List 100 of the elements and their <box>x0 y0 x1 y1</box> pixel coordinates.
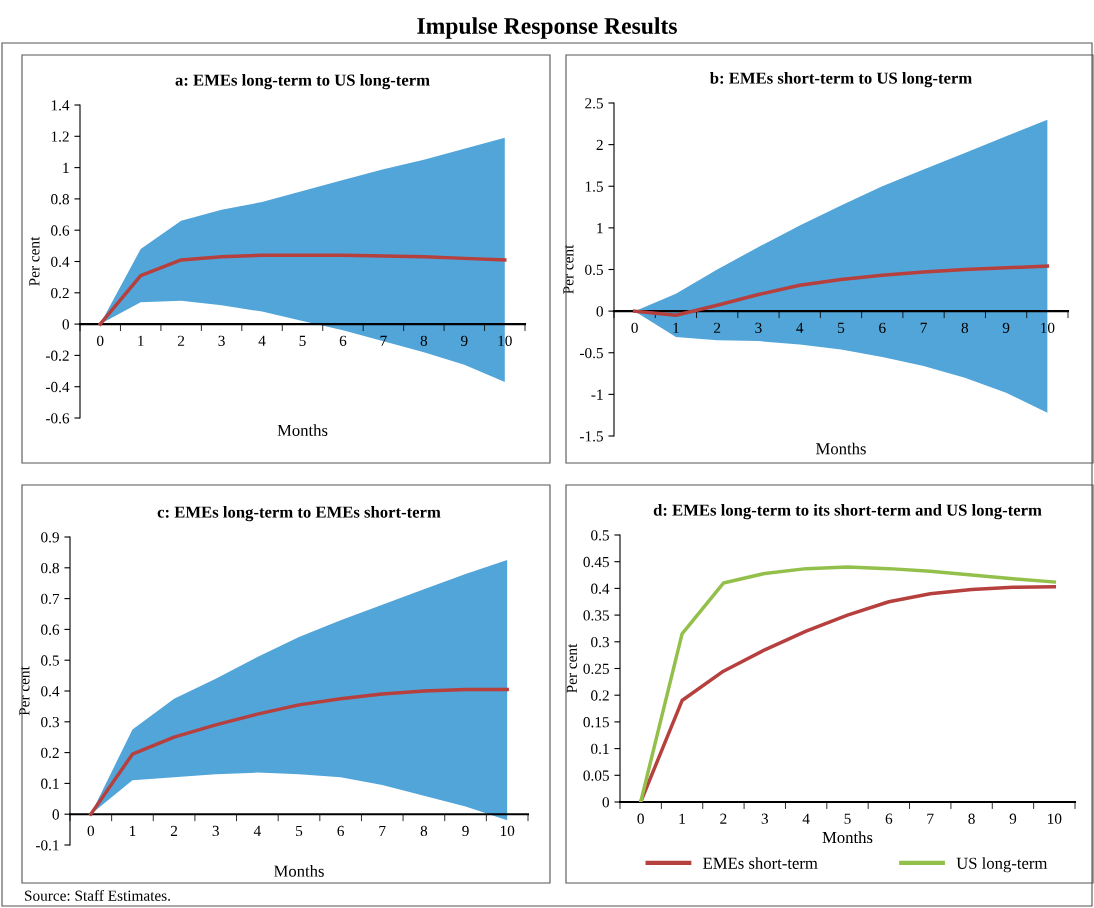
text: Impulse Response Results <box>417 17 677 39</box>
x-tick-label: 1 <box>673 322 679 333</box>
y-axis-title: Per cent <box>566 643 577 693</box>
x-tick-label: 6 <box>337 825 344 837</box>
y-tick-label: 0.3 <box>41 716 59 728</box>
y-tick-label: -0.1 <box>35 840 59 851</box>
x-tick-label: 4 <box>258 335 266 346</box>
x-tick-label: 10 <box>1048 813 1062 824</box>
x-tick-label: 6 <box>885 813 893 824</box>
chart-title: c: EMEs long-term to EMEs short-term <box>157 505 441 522</box>
x-tick-label: 0 <box>637 813 644 824</box>
x-tick-label: 6 <box>339 335 347 346</box>
x-axis-title: Months <box>274 865 324 877</box>
x-tick-label: 8 <box>420 825 428 837</box>
source-note: Source: Staff Estimates. <box>25 889 170 901</box>
y-tick-label: -1 <box>591 389 603 400</box>
x-tick-label: 0 <box>631 322 638 333</box>
line-series <box>98 253 507 326</box>
y-tick-label: 1 <box>63 162 69 173</box>
y-tick-label: 2 <box>596 139 603 150</box>
legend-label: EMEs short-term <box>703 857 818 869</box>
x-axis-title: Months <box>277 424 328 436</box>
x-tick-label: 2 <box>714 322 721 333</box>
x-axis-title: Months <box>816 442 866 455</box>
y-tick-label: 0.8 <box>51 194 69 205</box>
y-tick-label: 0.5 <box>591 530 609 541</box>
x-tick-label: 7 <box>920 322 927 333</box>
x-tick-label: 1 <box>129 825 136 836</box>
y-tick-label: 0.25 <box>583 663 609 675</box>
x-tick-label: 1 <box>138 335 144 346</box>
x-tick-label: 5 <box>844 813 851 824</box>
y-tick-label: -1.5 <box>579 431 603 442</box>
x-tick-label: 8 <box>420 335 428 346</box>
y-tick-label: 0.1 <box>41 778 59 789</box>
y-tick-label: -0.4 <box>45 381 70 393</box>
x-tick-label: 3 <box>755 322 762 333</box>
x-tick-label: 1 <box>679 813 685 824</box>
line-series <box>89 687 509 816</box>
x-tick-label: 9 <box>1009 813 1017 824</box>
y-axis-title: Per cent <box>563 244 574 294</box>
x-axis-title: Months <box>822 831 873 844</box>
y-tick-label: 0.1 <box>591 743 609 755</box>
y-tick-label: 1.5 <box>585 181 603 192</box>
y-tick-label: 0.7 <box>41 593 60 605</box>
y-tick-label: 0.5 <box>585 264 603 276</box>
x-tick-label: 0 <box>96 335 104 346</box>
y-tick-label: 0.35 <box>583 610 609 621</box>
line-series <box>632 264 1050 318</box>
y-tick-label: -0.2 <box>45 350 69 361</box>
y-tick-label: 0 <box>602 797 609 808</box>
x-tick-label: 3 <box>218 335 225 346</box>
y-axis-title: Per cent <box>19 666 30 716</box>
x-tick-label: 6 <box>879 322 886 333</box>
chart-title: b: EMEs short-term to US long-term <box>709 71 972 88</box>
x-tick-label: 2 <box>720 813 727 824</box>
x-tick-label: 10 <box>500 825 515 837</box>
y-tick-label: 1.4 <box>51 100 70 111</box>
y-tick-label: 0.5 <box>41 655 59 666</box>
y-tick-label: 0.2 <box>591 690 609 701</box>
y-tick-label: 0.6 <box>51 225 70 236</box>
y-tick-label: 1.2 <box>51 131 69 142</box>
y-tick-label: -0.5 <box>579 347 603 359</box>
x-tick-label: 5 <box>838 322 845 333</box>
y-tick-label: 0.05 <box>583 770 609 781</box>
chart-title: a: EMEs long-term to US long-term <box>175 73 430 90</box>
y-tick-label: 0.2 <box>41 747 59 759</box>
y-tick-label: 2.5 <box>585 98 603 109</box>
x-tick-label: 7 <box>379 825 386 836</box>
x-tick-label: 4 <box>802 813 810 824</box>
x-tick-label: 2 <box>177 335 185 346</box>
y-tick-label: 0.2 <box>51 287 69 299</box>
x-tick-label: 3 <box>761 813 768 824</box>
x-tick-label: 0 <box>87 825 95 837</box>
x-tick-label: 9 <box>462 825 469 837</box>
x-tick-label: 8 <box>961 322 969 333</box>
x-tick-label: 9 <box>460 335 468 346</box>
x-tick-label: 5 <box>296 825 303 837</box>
x-tick-label: 10 <box>498 335 512 346</box>
x-tick-label: 8 <box>968 813 975 824</box>
y-tick-label: 0.9 <box>41 532 59 543</box>
y-tick-label: 0.45 <box>583 556 609 568</box>
x-tick-label: 5 <box>299 335 306 346</box>
y-tick-label: 0.4 <box>591 583 610 594</box>
x-tick-label: 3 <box>212 825 219 837</box>
x-tick-label: 9 <box>1002 322 1010 333</box>
y-tick-label: 1 <box>597 223 603 234</box>
y-tick-label: 0.4 <box>41 686 60 697</box>
x-tick-label: 7 <box>927 813 934 824</box>
legend-label: US long-term <box>956 857 1048 873</box>
x-tick-label: 4 <box>796 322 804 333</box>
y-tick-label: 0 <box>596 306 603 317</box>
y-tick-label: 0.15 <box>583 717 609 728</box>
y-axis-title: Per cent <box>29 236 40 286</box>
y-tick-label: 0.8 <box>41 562 59 574</box>
x-tick-label: 2 <box>170 825 178 836</box>
y-tick-label: -0.6 <box>45 413 70 424</box>
y-tick-label: 0.4 <box>51 256 70 268</box>
x-tick-label: 4 <box>253 825 261 836</box>
y-tick-label: 0.6 <box>41 624 60 635</box>
chart-title: d: EMEs long-term to its short-term and US long-term <box>653 503 1042 520</box>
